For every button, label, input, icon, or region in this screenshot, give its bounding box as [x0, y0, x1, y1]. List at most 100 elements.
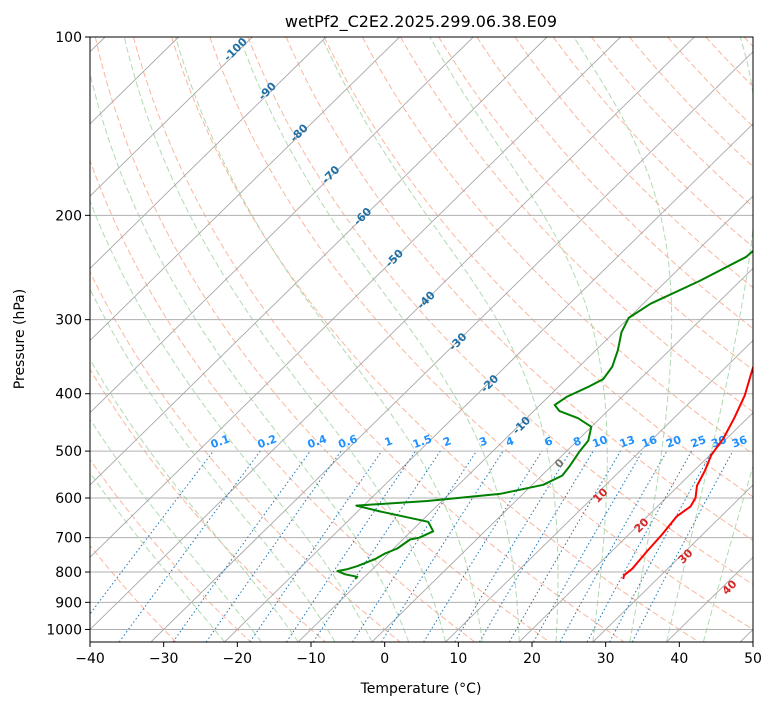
- y-axis: 100 200 300 400 500 600 700 800 900 1000: [46, 30, 90, 638]
- mixing-ratio-label: 0.6: [337, 432, 360, 451]
- isotherm-line: [90, 37, 621, 558]
- x-tick-label: −30: [149, 651, 179, 667]
- moist-adiabat-line: [90, 471, 225, 642]
- isotherm-line: [90, 37, 400, 342]
- isotherm-line: [297, 195, 753, 642]
- dry-adiabat-line: [285, 37, 753, 541]
- temperature-profile-line: [622, 364, 753, 580]
- isotherm-line: [150, 51, 753, 642]
- isotherm-line: [90, 37, 695, 631]
- dry-adiabat-line: [209, 37, 753, 631]
- x-axis-label: Temperature (°C): [360, 681, 482, 697]
- mixing-ratio-line: [586, 450, 693, 642]
- mixing-ratio-label: 25: [689, 433, 708, 450]
- moist-adiabat-line: [429, 37, 608, 642]
- mixing-ratio-line: [312, 450, 441, 642]
- x-tick-label: 10: [449, 651, 467, 667]
- mixing-ratio-line: [172, 450, 311, 642]
- mixing-ratio-label: 4: [504, 434, 516, 449]
- dewpoint-profile-line: [336, 249, 753, 580]
- dry-adiabat-line: [323, 37, 753, 498]
- isotherm-line: [90, 37, 474, 414]
- mixing-ratio-line: [285, 450, 416, 642]
- isotherms: [90, 37, 753, 642]
- mixing-ratio-label: 1: [383, 434, 395, 449]
- mixing-ratio-line: [205, 450, 342, 642]
- y-tick-label: 1000: [46, 622, 82, 638]
- moist-adiabats: [90, 37, 753, 642]
- moist-adiabat-line: [90, 287, 336, 642]
- isotherm-line: [224, 123, 753, 642]
- y-tick-label: 300: [55, 313, 82, 329]
- mixing-ratio-label: 16: [640, 433, 659, 451]
- mixing-ratio-line: [609, 450, 713, 642]
- mixing-ratio-label: 3: [477, 434, 489, 449]
- dry-adiabat-line: [247, 37, 753, 586]
- chart-title: wetPf2_C2E2.2025.299.06.38.E09: [285, 12, 557, 32]
- dry-adiabat-line: [400, 37, 753, 413]
- mixing-ratio-label: 20: [664, 433, 683, 451]
- isotherm-line: [518, 412, 753, 642]
- x-tick-label: 0: [380, 651, 389, 667]
- mixing-ratio-label: 13: [618, 433, 637, 450]
- y-axis-label: Pressure (hPa): [12, 289, 28, 389]
- isotherm-line: [90, 37, 327, 270]
- mixing-ratio-lines: [90, 450, 734, 642]
- mixing-ratio-line: [454, 450, 571, 642]
- moist-adiabat-line: [90, 71, 410, 642]
- mixing-ratio-label: 1.5: [411, 432, 434, 451]
- mixing-ratio-line: [118, 450, 261, 642]
- isotherm-line: [371, 267, 753, 642]
- y-tick-label: 500: [55, 444, 82, 460]
- mixing-ratio-label: 0.1: [209, 432, 232, 451]
- mixing-ratio-label: 0.4: [306, 432, 329, 451]
- moist-adiabat-line: [175, 37, 483, 642]
- dry-adiabat-line: [171, 37, 700, 642]
- isotherm-line: [90, 37, 253, 197]
- mixing-ratio-line: [631, 450, 734, 642]
- dry-adiabat-line: [514, 37, 753, 289]
- dry-adiabat-line: [90, 270, 401, 642]
- mixing-ratio-label: 8: [571, 434, 583, 449]
- isotherm-line: [592, 484, 753, 642]
- mixing-ratio-line: [479, 450, 594, 642]
- x-tick-label: −20: [223, 651, 253, 667]
- dry-adiabat-line: [133, 37, 625, 642]
- y-tick-label: 800: [55, 565, 82, 581]
- moist-adiabat-line: [239, 37, 520, 642]
- mixing-ratio-line: [352, 450, 477, 642]
- y-tick-label: 600: [55, 491, 82, 507]
- dry-adiabat-line: [552, 37, 753, 248]
- x-tick-label: 50: [744, 651, 762, 667]
- mixing-ratio-label: 36: [730, 433, 749, 451]
- mixing-ratio-label: 6: [543, 434, 555, 449]
- moist-adiabat-line: [321, 37, 559, 642]
- mixing-ratio-line: [249, 450, 383, 642]
- y-tick-label: 700: [55, 531, 82, 547]
- x-tick-label: 40: [670, 651, 688, 667]
- x-tick-label: 30: [597, 651, 615, 667]
- x-tick-label: 20: [523, 651, 541, 667]
- mixing-ratio-label: 0.2: [256, 432, 279, 451]
- y-tick-label: 900: [55, 595, 82, 611]
- moist-adiabat-line: [90, 418, 262, 642]
- y-tick-label: 200: [55, 208, 82, 224]
- profile-series: [336, 249, 753, 580]
- isotherm-line: [445, 339, 753, 642]
- mixing-ratio-label: 2: [441, 434, 453, 449]
- x-tick-label: −10: [296, 651, 326, 667]
- moist-adiabat-line: [123, 37, 446, 642]
- mixing-ratio-label: 10: [591, 433, 610, 451]
- moist-adiabat-line: [90, 199, 373, 642]
- x-axis: −40 −30 −20 −10 0 10 20 30 40 50: [75, 642, 762, 667]
- plot-frame: [89, 36, 754, 643]
- dry-adiabat-line: [94, 37, 550, 642]
- isotherm-line: [90, 37, 548, 486]
- x-tick-label: −40: [75, 651, 105, 667]
- mixing-ratio-line: [90, 450, 214, 615]
- dry-adiabat-line: [629, 37, 753, 168]
- y-tick-label: 400: [55, 387, 82, 403]
- moist-adiabat-line: [573, 37, 673, 642]
